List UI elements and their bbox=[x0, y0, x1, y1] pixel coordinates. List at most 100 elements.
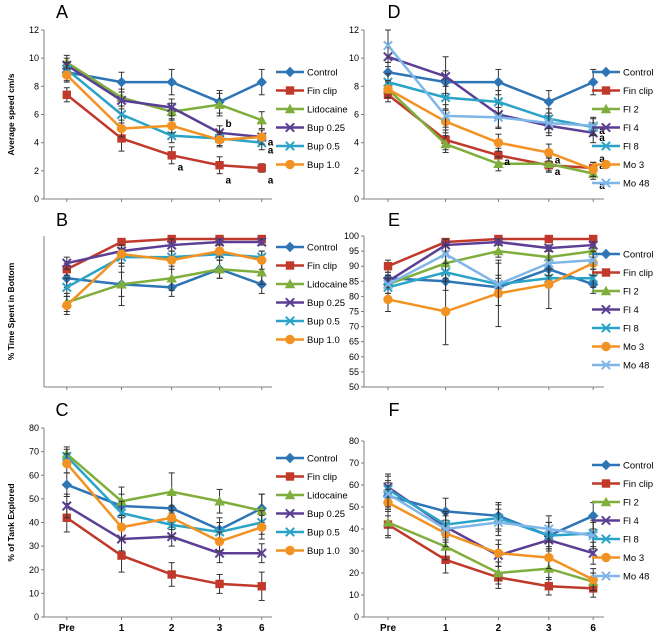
data-point bbox=[383, 279, 393, 290]
data-point bbox=[493, 548, 504, 558]
data-point bbox=[493, 76, 504, 88]
data-point bbox=[588, 510, 599, 521]
legend-marker bbox=[284, 278, 296, 289]
legend: Control Fin clip Lidocaine Bup 0.25 Bup 0.5 B… bbox=[276, 452, 348, 557]
legend-marker bbox=[600, 66, 612, 78]
legend-marker bbox=[601, 341, 611, 352]
data-point bbox=[62, 458, 72, 469]
legend-label: Bup 1.0 bbox=[307, 546, 340, 557]
y-tick-label: 30 bbox=[349, 546, 359, 556]
significance-label: b bbox=[226, 119, 232, 130]
significance-label: a bbox=[599, 133, 605, 144]
y-tick-label: 70 bbox=[349, 322, 359, 332]
data-point bbox=[383, 40, 393, 51]
data-point bbox=[493, 279, 504, 290]
legend-marker bbox=[601, 552, 611, 563]
series-line bbox=[66, 61, 263, 122]
series-line bbox=[387, 71, 594, 104]
data-point bbox=[493, 96, 504, 107]
y-tick-label: 65 bbox=[349, 337, 359, 347]
legend-label: Fl 8 bbox=[623, 142, 639, 153]
legend-marker bbox=[285, 122, 295, 133]
series-mo-48 bbox=[383, 29, 599, 135]
data-point bbox=[214, 496, 225, 506]
y-tick-label: 50 bbox=[29, 494, 39, 504]
data-point bbox=[116, 95, 127, 106]
data-point bbox=[493, 517, 504, 528]
data-point bbox=[588, 76, 599, 88]
data-point bbox=[383, 84, 393, 94]
data-point bbox=[543, 524, 554, 534]
data-point bbox=[166, 513, 177, 523]
y-tick-label: 40 bbox=[29, 518, 39, 528]
legend-label: Bup 0.5 bbox=[307, 528, 340, 539]
legend-label: Lidocaine bbox=[307, 491, 348, 502]
legend-marker bbox=[285, 159, 295, 170]
data-point bbox=[214, 99, 225, 109]
series-bup-0-25 bbox=[61, 237, 267, 270]
legend-label: Control bbox=[307, 454, 338, 465]
series-line bbox=[65, 453, 263, 512]
legend-label: Bup 1.0 bbox=[307, 335, 340, 346]
y-axis-label: % Time Spent in Bottom bbox=[6, 262, 16, 360]
y-tick-label: 10 bbox=[349, 53, 359, 63]
legend-marker bbox=[600, 459, 612, 471]
data-point bbox=[62, 70, 72, 80]
data-point bbox=[166, 121, 177, 131]
data-point bbox=[493, 137, 504, 148]
y-tick-label: 4 bbox=[34, 138, 39, 148]
data-point bbox=[116, 123, 127, 134]
y-tick-label: 50 bbox=[349, 502, 359, 512]
y-tick-label: 90 bbox=[349, 261, 359, 271]
data-point bbox=[166, 102, 177, 113]
legend-marker bbox=[601, 122, 611, 133]
x-tick-label: 1 bbox=[443, 623, 449, 634]
data-point bbox=[440, 249, 451, 260]
legend-marker bbox=[284, 489, 296, 500]
data-point bbox=[257, 582, 266, 591]
legend-marker bbox=[600, 285, 612, 296]
data-point bbox=[215, 579, 224, 589]
series-fl-8 bbox=[383, 475, 599, 550]
legend-marker bbox=[601, 141, 611, 151]
significance-label: a bbox=[268, 175, 274, 186]
legend-label: Mo 3 bbox=[623, 553, 644, 564]
data-point bbox=[440, 524, 451, 534]
legend-label: Fl 8 bbox=[623, 535, 639, 546]
legend-label: Fl 8 bbox=[623, 324, 639, 335]
panel-e: 50 55 60 65 70 75 80 85 90 95 100 E Control Fin clip F… bbox=[344, 210, 654, 392]
data-point bbox=[382, 517, 394, 527]
data-point bbox=[383, 488, 393, 499]
data-point bbox=[116, 76, 127, 88]
series-line bbox=[387, 486, 594, 557]
legend-marker bbox=[285, 297, 295, 308]
significance-label: a bbox=[268, 146, 274, 157]
data-point bbox=[256, 114, 267, 125]
legend: Control Fin clip Lidocaine Bup 0.25 Bup 0.5 B… bbox=[276, 241, 348, 346]
data-point bbox=[257, 163, 266, 173]
legend-label: Control bbox=[623, 68, 654, 79]
significance-label: a bbox=[178, 163, 184, 174]
significance-label: a bbox=[555, 156, 561, 167]
y-tick-label: 4 bbox=[354, 138, 359, 148]
legend-label: Bup 0.5 bbox=[307, 142, 340, 153]
data-point bbox=[543, 118, 554, 128]
panel-label: C bbox=[56, 400, 69, 420]
legend-marker bbox=[601, 178, 611, 188]
legend-label: Control bbox=[623, 461, 654, 472]
y-tick-label: 50 bbox=[349, 382, 359, 392]
legend-label: Fl 2 bbox=[623, 498, 639, 509]
legend: Control Fin clip Fl 2 Fl 4 Fl 8 Mo 3 Mo 48 bbox=[592, 248, 654, 372]
legend-marker bbox=[285, 472, 295, 481]
legend-marker bbox=[601, 515, 611, 526]
data-point bbox=[166, 486, 177, 496]
series-fin-clip bbox=[62, 87, 266, 175]
legend-label: Control bbox=[307, 68, 338, 79]
legend-marker bbox=[601, 571, 611, 581]
data-point bbox=[256, 548, 267, 559]
data-point bbox=[116, 522, 127, 532]
significance-label: a bbox=[555, 167, 561, 178]
data-point bbox=[117, 134, 126, 143]
data-point bbox=[117, 551, 126, 560]
